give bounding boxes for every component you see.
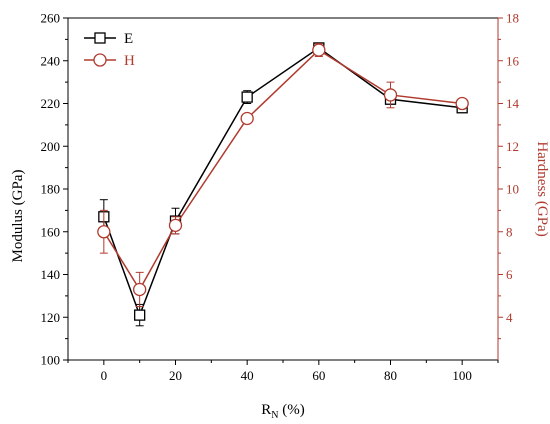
legend-entry-H: H bbox=[84, 53, 135, 69]
legend-entry-E: E bbox=[84, 31, 133, 47]
y-right-tick-label: 16 bbox=[506, 53, 520, 68]
y-left-tick-label: 180 bbox=[41, 182, 61, 197]
x-tick-label: 60 bbox=[312, 368, 325, 383]
y-right-tick-label: 18 bbox=[506, 11, 519, 26]
legend-label: E bbox=[124, 31, 133, 47]
y-left-tick-label: 260 bbox=[41, 11, 61, 26]
data-point bbox=[240, 111, 254, 126]
x-tick-label: 100 bbox=[452, 368, 472, 383]
x-axis-label-subscript: N bbox=[271, 410, 278, 421]
data-point bbox=[312, 43, 326, 57]
data-point bbox=[97, 225, 111, 239]
y-axis-right-label: Hardness (GPa) bbox=[534, 141, 550, 236]
series-line bbox=[103, 47, 463, 318]
legend-marker bbox=[94, 32, 106, 44]
y-left-tick-label: 140 bbox=[41, 267, 61, 282]
y-right-tick-label: 12 bbox=[506, 139, 519, 154]
y-right-tick-label: 8 bbox=[506, 224, 513, 239]
data-point bbox=[133, 282, 147, 297]
y-left-tick-label: 160 bbox=[41, 224, 61, 239]
x-tick-label: 80 bbox=[384, 368, 397, 383]
y-right-tick-label: 4 bbox=[506, 310, 513, 325]
legend-marker bbox=[93, 53, 107, 67]
data-point bbox=[168, 218, 183, 232]
x-axis-label: RN (%) bbox=[261, 402, 305, 421]
y-left-tick-label: 240 bbox=[41, 53, 61, 68]
y-right-tick-label: 6 bbox=[506, 267, 513, 282]
y-left-tick-label: 200 bbox=[41, 139, 61, 154]
y-right-tick-label: 10 bbox=[506, 182, 519, 197]
data-point bbox=[455, 96, 469, 111]
series-E bbox=[98, 42, 468, 327]
series-line bbox=[103, 49, 463, 291]
y-right-tick-label: 14 bbox=[506, 96, 520, 111]
x-tick-label: 0 bbox=[101, 368, 108, 383]
y-left-tick-label: 120 bbox=[41, 310, 61, 325]
x-tick-label: 20 bbox=[169, 368, 182, 383]
series-H bbox=[97, 43, 469, 308]
legend-label: H bbox=[124, 53, 135, 69]
y-axis-left-label: Modulus (GPa) bbox=[10, 170, 26, 263]
x-axis-label-unit: (%) bbox=[279, 402, 305, 418]
y-left-tick-label: 220 bbox=[41, 96, 61, 111]
data-point bbox=[241, 91, 253, 103]
data-point bbox=[383, 88, 398, 102]
x-tick-label: 40 bbox=[241, 368, 254, 383]
x-axis-label-main: R bbox=[261, 402, 271, 418]
data-point bbox=[134, 309, 146, 321]
y-left-tick-label: 100 bbox=[41, 353, 61, 368]
